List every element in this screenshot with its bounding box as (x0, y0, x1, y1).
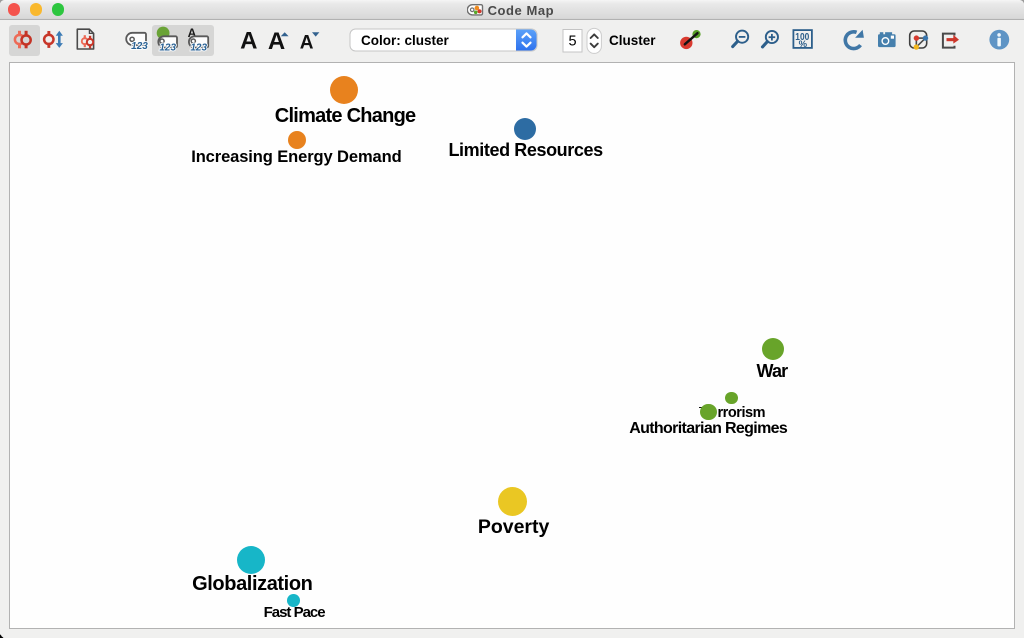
svg-text:5: 5 (568, 34, 576, 50)
svg-text:Cluster: Cluster (609, 33, 656, 48)
svg-text:A: A (268, 28, 285, 55)
svg-text:123: 123 (159, 42, 176, 53)
svg-text:123: 123 (190, 42, 207, 53)
svg-text:A: A (240, 27, 257, 54)
svg-text:100: 100 (795, 31, 809, 43)
svg-text:Color: cluster: Color: cluster (361, 33, 450, 48)
svg-text:123: 123 (131, 41, 148, 52)
svg-text:A: A (188, 26, 197, 40)
svg-text:A: A (300, 32, 314, 53)
svg-text:%: % (799, 39, 808, 50)
